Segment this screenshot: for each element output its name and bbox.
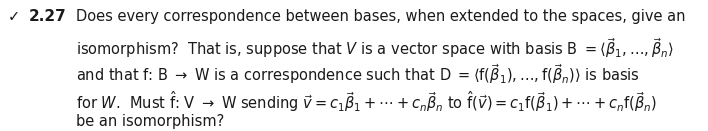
Text: ✓: ✓ xyxy=(8,9,21,24)
Text: isomorphism?  That is, suppose that $V$ is a vector space with basis B $= \langl: isomorphism? That is, suppose that $V$ i… xyxy=(76,36,674,60)
Text: and that f: B $\rightarrow$ W is a correspondence such that D $= \langle$f($\vec: and that f: B $\rightarrow$ W is a corre… xyxy=(76,62,640,86)
Text: be an isomorphism?: be an isomorphism? xyxy=(76,114,224,129)
Text: Does every correspondence between bases, when extended to the spaces, give an: Does every correspondence between bases,… xyxy=(76,9,685,24)
Text: for $W$.  Must $\hat{\text{f}}$: V $\rightarrow$ W sending $\vec{v} = c_1\vec{\b: for $W$. Must $\hat{\text{f}}$: V $\righ… xyxy=(76,89,657,114)
Text: 2.27: 2.27 xyxy=(29,9,67,24)
